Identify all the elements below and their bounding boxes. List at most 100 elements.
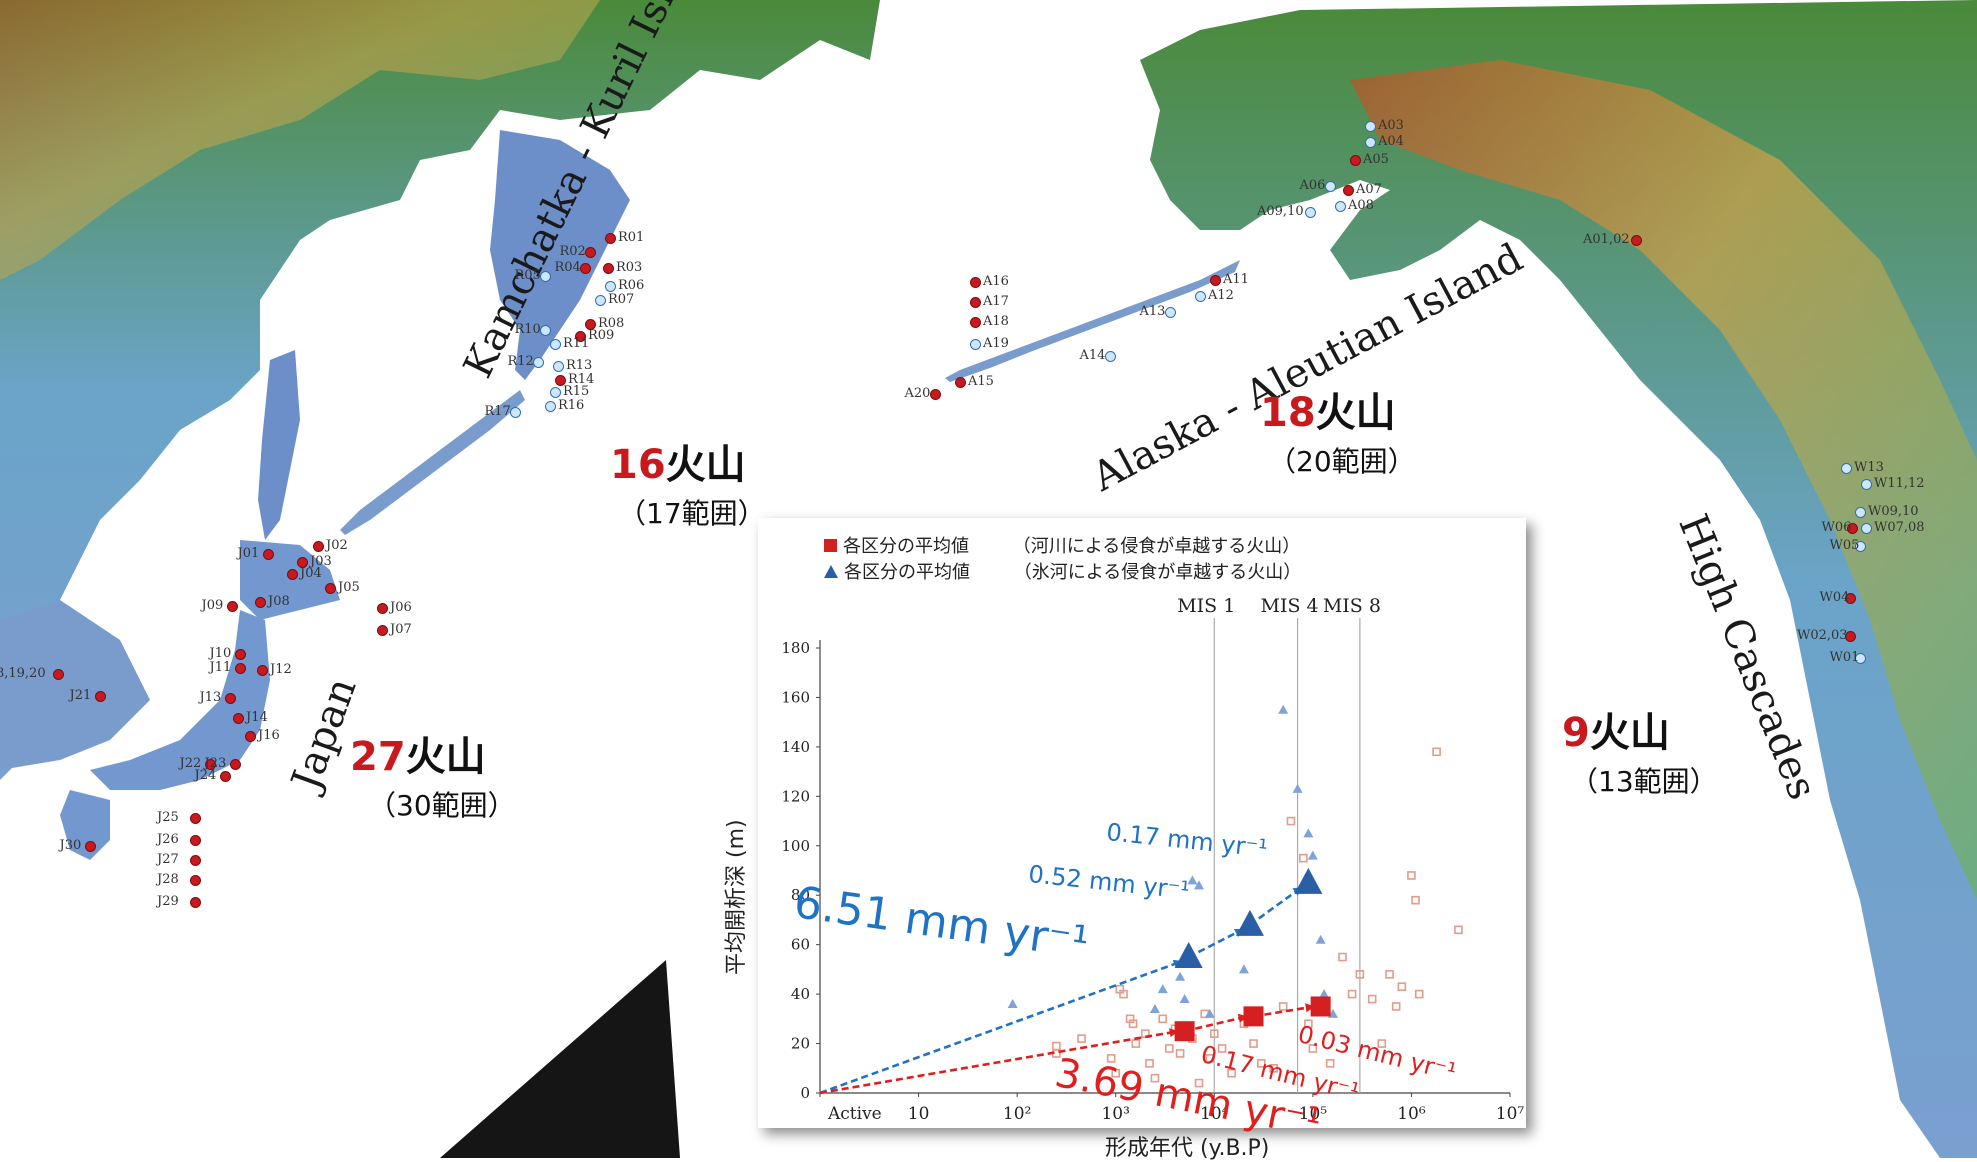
river-data-point [1194, 1078, 1204, 1088]
volcano-label: J12 [270, 662, 292, 677]
count-japan-number: 27 [350, 734, 406, 780]
volcano-label: R06 [618, 278, 645, 293]
river-data-point [1249, 1039, 1258, 1048]
river-data-point [1304, 1019, 1313, 1029]
volcano-label: J25 [157, 810, 179, 825]
rate-arrow-glacier [1249, 885, 1304, 926]
glacier-data-point [1278, 704, 1289, 714]
volcano-marker [555, 375, 566, 386]
volcano-label: W13 [1854, 460, 1884, 475]
glacier-data-point [1149, 1003, 1160, 1013]
river-data-point [1411, 895, 1420, 905]
river-data-point [1397, 982, 1407, 991]
volcano-label: J14 [246, 710, 268, 725]
y-tick-label: 120 [781, 787, 810, 805]
volcano-marker [1165, 307, 1176, 318]
volcano-marker [377, 603, 388, 614]
glacier-data-point [1204, 1008, 1215, 1018]
count-japan: 27火山 [350, 724, 486, 782]
north-america-mountains [1350, 60, 1977, 900]
count-alaska-number: 18 [1260, 390, 1316, 436]
volcano-label: A09,10 [1257, 204, 1304, 219]
volcano-label: R05 [514, 268, 541, 283]
river-data-point [1347, 989, 1357, 999]
river-data-point [1278, 1002, 1288, 1011]
volcano-marker [235, 663, 246, 674]
aleutian-islands [945, 260, 1240, 382]
legend-glacier-note: （氷河による侵食が卓越する火山） [1013, 562, 1302, 583]
volcano-marker [930, 389, 941, 400]
river-data-point [1338, 952, 1347, 962]
river-data-point [1407, 871, 1416, 880]
volcano-label: W01 [1829, 650, 1860, 665]
volcano-marker [1350, 155, 1361, 166]
volcano-label: A01,02 [1583, 232, 1630, 247]
volcano-label: J08 [268, 594, 290, 609]
glacier-data-point [1315, 934, 1326, 944]
glacier-data-point [1175, 971, 1186, 981]
volcano-label: W09,10 [1868, 504, 1919, 519]
river-data-point [1269, 1063, 1278, 1073]
volcano-label: A11 [1223, 272, 1249, 287]
volcano-marker [325, 583, 336, 594]
volcano-marker [545, 401, 556, 412]
volcano-marker [95, 691, 106, 702]
volcano-marker [1841, 463, 1852, 474]
glacier-data-point [1157, 984, 1168, 994]
count-japan-unit: 火山 [405, 734, 486, 780]
chart-plot-area: 0 20 40 60 80 100 120 140 160 180 Active 10 10² 10³ 10… [781, 595, 1524, 1124]
rate-arrow-river [819, 1029, 1179, 1095]
volcano-label: R17 [484, 404, 511, 419]
river-data-point [1119, 989, 1128, 999]
ranges-japan: （30範囲） [368, 789, 516, 822]
volcano-label: J16 [258, 728, 280, 743]
volcano-marker [510, 407, 521, 418]
volcano-marker [550, 387, 561, 398]
legend-river-label: 各区分の平均値 [843, 536, 969, 557]
volcano-marker [190, 855, 201, 866]
volcano-label: W06 [1821, 520, 1852, 535]
river-data-point [1414, 989, 1424, 999]
volcano-label: A04 [1378, 134, 1404, 149]
sakhalin-island [258, 350, 300, 540]
volcano-label: A19 [983, 336, 1009, 351]
volcano-marker [550, 339, 561, 350]
x-tick-label: 10² [1003, 1104, 1031, 1124]
count-cascades-unit: 火山 [1589, 710, 1670, 756]
river-data-point [1158, 1014, 1168, 1024]
river-data-point [1150, 1073, 1160, 1083]
y-tick-label: 0 [800, 1084, 810, 1102]
volcano-label: R12 [507, 354, 534, 369]
volcano-marker [595, 295, 606, 306]
river-data-point [1145, 1059, 1154, 1068]
x-tick-label: 10⁶ [1397, 1104, 1426, 1124]
volcano-label: J28 [157, 872, 179, 887]
asia-mountains [0, 0, 600, 280]
volcano-label: J02 [326, 538, 348, 553]
volcano-label: R14 [568, 372, 595, 387]
volcano-marker [287, 569, 298, 580]
river-data-point [1106, 1054, 1116, 1063]
volcano-marker [540, 325, 551, 336]
volcano-marker [1335, 201, 1346, 212]
volcano-marker [1845, 631, 1856, 642]
river-mean-marker [1174, 1021, 1195, 1042]
volcano-marker [955, 377, 966, 388]
count-alaska: 18火山 [1260, 380, 1396, 438]
river-data-point [1257, 1059, 1266, 1068]
callout-pointer [440, 960, 680, 1158]
volcano-marker [1847, 523, 1858, 534]
volcano-marker [1855, 653, 1866, 664]
volcano-marker [227, 601, 238, 612]
river-data-point [1165, 1044, 1174, 1053]
volcano-marker [1861, 479, 1872, 490]
river-data-point [1432, 747, 1441, 757]
volcano-label: R16 [558, 398, 585, 413]
river-data-point [1052, 1041, 1061, 1051]
volcano-label: J13 [199, 690, 222, 705]
rate-arrowhead-river [1169, 1028, 1179, 1038]
count-kamchatka-unit: 火山 [665, 442, 746, 488]
volcano-marker [970, 297, 981, 308]
volcano-label: J26 [157, 832, 179, 847]
volcano-marker [585, 319, 596, 330]
